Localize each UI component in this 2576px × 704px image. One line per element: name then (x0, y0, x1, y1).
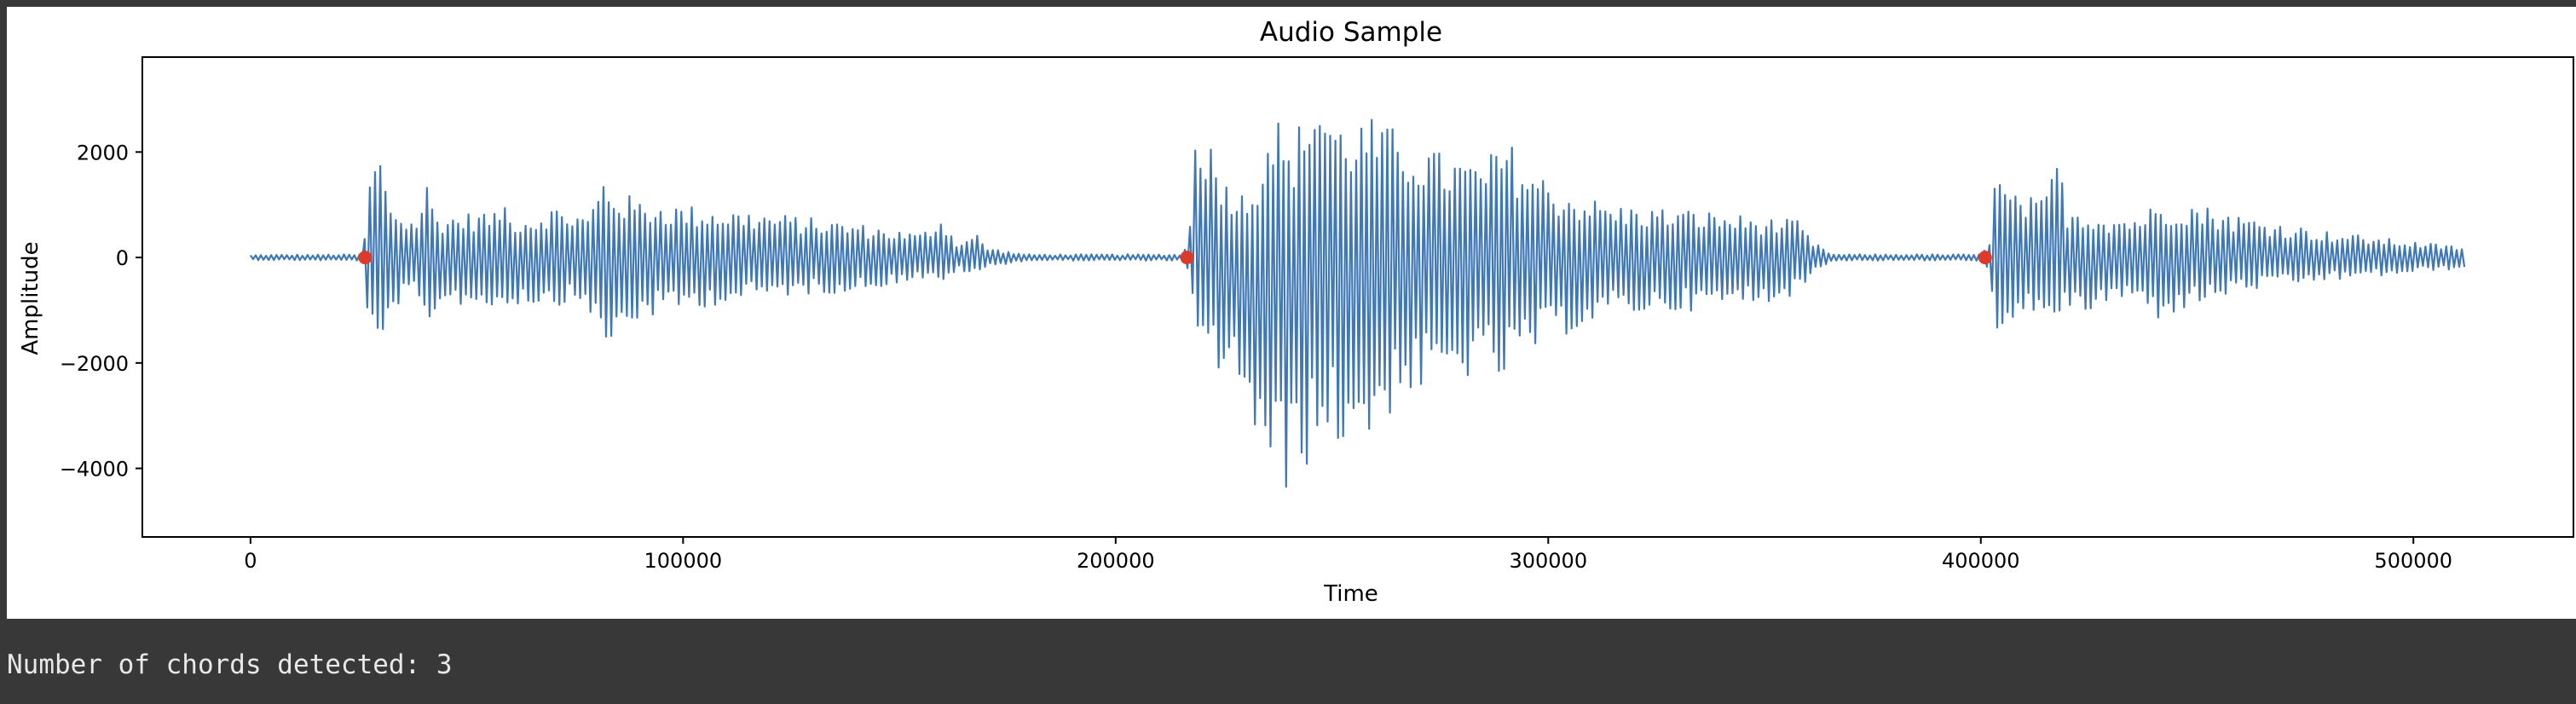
waveform-line (249, 118, 2466, 488)
x-tick-label: 500000 (2374, 549, 2452, 573)
y-tick-label: 2000 (77, 141, 129, 164)
x-tick-label: 400000 (1942, 549, 2020, 573)
y-tick-label: −4000 (60, 458, 129, 482)
waveform-layer (249, 118, 2466, 488)
chord-marker-3 (1978, 251, 1992, 265)
y-tick-layer: 2000 0 −2000 −4000 (60, 141, 142, 482)
x-tick-label: 300000 (1509, 549, 1587, 573)
chord-marker-2 (1180, 251, 1194, 265)
chart-title: Audio Sample (1260, 17, 1442, 48)
y-tick-label: 0 (116, 246, 129, 270)
x-axis-label: Time (1323, 581, 1378, 607)
x-tick-label: 100000 (644, 549, 723, 573)
cell-top-strip (0, 0, 2576, 7)
x-tick-label: 0 (244, 549, 257, 573)
y-tick-label: −2000 (60, 352, 129, 376)
chord-marker-layer (358, 251, 1992, 265)
chord-marker-1 (358, 251, 373, 265)
chord-count-output: Number of chords detected: 3 (7, 649, 453, 680)
y-axis-label: Amplitude (18, 241, 43, 355)
audio-chart: 0 100000 200000 300000 400000 500000 2000 0 −20… (18, 17, 2574, 607)
x-tick-layer: 0 100000 200000 300000 400000 500000 (244, 537, 2452, 573)
x-tick-label: 200000 (1077, 549, 1155, 573)
axes-frame (142, 56, 2574, 538)
